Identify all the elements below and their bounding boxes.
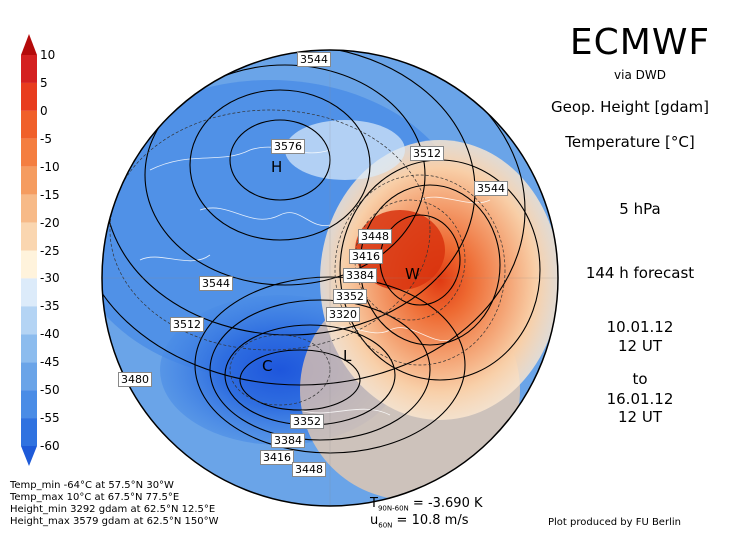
contour-label: 3448 — [292, 462, 326, 477]
contour-label: 3416 — [349, 249, 383, 264]
contour-label: 3416 — [260, 450, 294, 465]
colorbar-box — [21, 418, 37, 446]
contour-label: 3320 — [326, 307, 360, 322]
warm-marker: W — [405, 265, 420, 283]
colorbar-box — [21, 55, 37, 83]
colorbar-label: -40 — [40, 327, 60, 342]
variable-temperature: Temperature [°C] — [565, 133, 695, 151]
credit: Plot produced by FU Berlin — [548, 517, 681, 528]
contour-label: 3480 — [118, 372, 152, 387]
colorbar-label: -5 — [40, 131, 52, 146]
valid-time: 12 UT — [618, 408, 662, 426]
contour-label: 3544 — [297, 52, 331, 67]
colorbar-label: 0 — [40, 103, 48, 118]
stat-temp-min: Temp_min -64°C at 57.5°N 30°W — [10, 480, 174, 491]
stat-height-min: Height_min 3292 gdam at 62.5°N 12.5°E — [10, 504, 216, 515]
polar-map — [102, 50, 558, 506]
colorbar-box — [21, 166, 37, 195]
colorbar-label: 5 — [40, 75, 48, 90]
forecast-lead: 144 h forecast — [585, 264, 695, 282]
colorbar-label: -45 — [40, 355, 60, 370]
colorbar-top-triangle — [21, 34, 37, 55]
high-marker: H — [271, 158, 283, 176]
colorbar-bottom-triangle — [21, 446, 37, 466]
valid-date: 16.01.12 — [606, 390, 674, 408]
colorbar-label: -15 — [40, 187, 60, 202]
contour-label: 3544 — [199, 276, 233, 291]
to-label: to — [632, 370, 648, 388]
variable-height: Geop. Height [gdam] — [551, 98, 709, 116]
colorbar-label: -20 — [40, 215, 60, 230]
stat-height-max: Height_max 3579 gdam at 62.5°N 150°W — [10, 516, 219, 527]
colorbar-box — [21, 334, 37, 363]
cold-marker: C — [262, 357, 273, 375]
source: via DWD — [614, 68, 666, 82]
colorbar-label: -55 — [40, 411, 60, 426]
colorbar-box — [21, 82, 37, 111]
colorbar-box — [21, 390, 37, 419]
colorbar-box — [21, 362, 37, 391]
colorbar-label: -30 — [40, 271, 60, 286]
colorbar-label: -25 — [40, 243, 60, 258]
colorbar-label: -10 — [40, 159, 60, 174]
colorbar-label: -60 — [40, 439, 60, 453]
colorbar-box — [21, 250, 37, 279]
contour-label: 3576 — [271, 139, 305, 154]
pressure-level: 5 hPa — [619, 200, 661, 218]
contour-label: 3384 — [343, 268, 377, 283]
colorbar-box — [21, 222, 37, 251]
contour-label: 3512 — [410, 146, 444, 161]
colorbar-label: 10 — [40, 48, 56, 62]
contour-label: 3352 — [333, 289, 367, 304]
title: ECMWF — [569, 22, 711, 63]
contour-label: 3448 — [358, 229, 392, 244]
colorbar-box — [21, 138, 37, 167]
init-date: 10.01.12 — [606, 318, 674, 336]
colorbar-box — [21, 306, 37, 335]
init-time: 12 UT — [618, 337, 662, 355]
colorbar-box — [21, 110, 37, 139]
colorbar-box — [21, 194, 37, 223]
contour-label: 3544 — [474, 181, 508, 196]
temperature-index: T90N-60N = -3.690 K — [370, 496, 483, 513]
stat-temp-max: Temp_max 10°C at 67.5°N 77.5°E — [10, 492, 180, 503]
colorbar-label: -50 — [40, 383, 60, 398]
contour-label: 3384 — [271, 433, 305, 448]
wind-index: u60N = 10.8 m/s — [370, 513, 469, 530]
low-marker: L — [343, 347, 352, 365]
colorbar — [21, 34, 37, 466]
map-border — [101, 49, 559, 507]
contour-label: 3512 — [170, 317, 204, 332]
contour-label: 3352 — [290, 414, 324, 429]
colorbar-box — [21, 278, 37, 307]
colorbar-label: -35 — [40, 299, 60, 314]
